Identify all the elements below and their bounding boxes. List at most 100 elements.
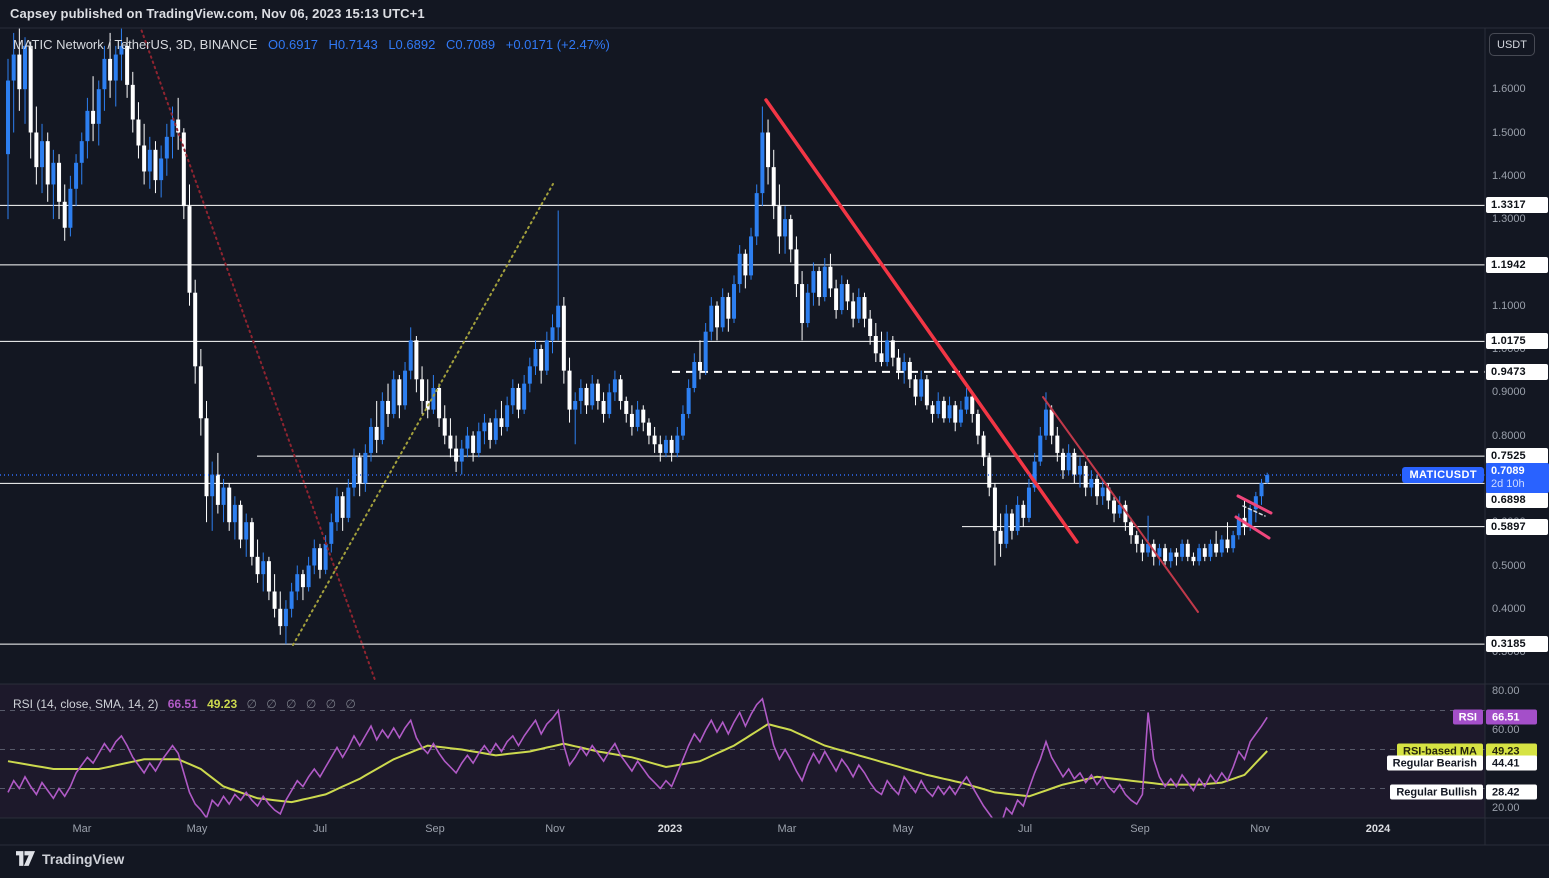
candle-body [51,162,56,185]
candle-body [28,45,33,133]
time-axis-label-Nov: Nov [545,823,565,835]
candle-body [164,136,169,159]
candle-body [658,444,663,453]
candle-body [726,297,731,319]
candle-body [510,387,515,406]
candle-body [941,400,946,419]
price-scale[interactable] [1485,28,1549,818]
trendline-5[interactable] [1234,515,1271,540]
candle-body [862,297,867,319]
candle-body [221,487,226,505]
candle-body [845,284,850,302]
rsi-line [7,697,1268,818]
ohlc-high: H0.7143 [328,37,378,52]
candle-body [62,201,67,228]
candle-body [170,119,175,137]
trendline-6[interactable] [1242,505,1266,517]
candle-body [17,54,22,90]
trendline-1[interactable] [292,183,554,646]
candle-body [800,284,805,324]
candle-body [357,457,362,484]
candle-body [601,400,606,414]
candle-body [45,141,50,185]
price-tick-1.4000: 1.4000 [1492,170,1526,182]
candle-body [788,219,793,250]
candle-body [465,435,470,449]
candle-body [1123,504,1128,523]
candle-body [442,418,447,436]
candle-body [493,418,498,440]
candle-body [595,383,600,401]
candle-body [11,54,16,81]
candle-body [590,383,595,406]
trendline-0[interactable] [136,15,376,681]
candle-body [822,266,827,298]
candle-body [113,54,118,81]
candle-body [176,119,181,133]
candle-body [1026,487,1031,518]
level-price-label-0.5897: 0.5897 [1486,519,1548,535]
candle-body [408,340,413,371]
candle-body [1253,496,1258,510]
time-axis-label-2023: 2023 [657,823,683,835]
candle-body [125,45,130,85]
candle-body [1043,409,1048,436]
candle-body [471,435,476,453]
trendline-2[interactable] [764,98,1079,544]
candle-body [278,608,283,627]
candle-body [703,331,708,371]
candle-body [329,522,334,544]
trendline-drawings [136,15,1273,681]
candle-body [57,162,62,202]
candle-body [380,400,385,440]
candle-body [635,409,640,427]
trendline-3[interactable] [1042,396,1199,613]
candle-body [340,496,345,518]
candle-body [1236,517,1241,536]
time-axis-label-Sep: Sep [1130,823,1150,835]
price-tick-1.5000: 1.5000 [1492,127,1526,139]
candle-body [459,448,464,462]
candle-body [766,132,771,168]
candle-body [879,353,884,362]
candle-body [79,141,84,163]
candle-body [794,249,799,285]
candle-body [1157,548,1162,557]
candle-body [720,297,725,328]
candle-body [697,361,702,371]
candle-body [505,405,510,427]
candle-body [1021,504,1026,518]
candle-body [1168,552,1173,562]
candle-body [1197,548,1202,562]
candle-body [1231,535,1236,549]
candle-body [1112,500,1117,514]
candle-body [1095,478,1100,497]
candle-body [737,253,742,285]
candle-body [193,292,198,367]
candle-body [709,305,714,332]
candle-body [851,301,856,319]
candle-body [1134,535,1139,544]
candle-body [386,400,391,414]
candle-body [987,457,992,488]
price-tick-1.1000: 1.1000 [1492,300,1526,312]
tradingview-home-link[interactable]: TradingView [16,849,124,868]
currency-toggle-button[interactable]: USDT [1489,33,1535,56]
candle-body [1219,539,1224,553]
candle-body [1214,543,1219,553]
candle-body [646,422,651,436]
candle-body [34,132,39,168]
candle-body [811,271,816,293]
trendline-4[interactable] [1236,494,1273,515]
candle-body [249,522,254,557]
candle-body [1032,461,1037,488]
candle-body [998,530,1003,544]
level-price-label-0.6898: 0.6898 [1486,492,1548,508]
candle-body [641,409,646,423]
candle-body [369,426,374,453]
candle-body [749,236,754,276]
candle-body [902,361,907,371]
candle-body [204,418,209,497]
candle-body [975,413,980,436]
